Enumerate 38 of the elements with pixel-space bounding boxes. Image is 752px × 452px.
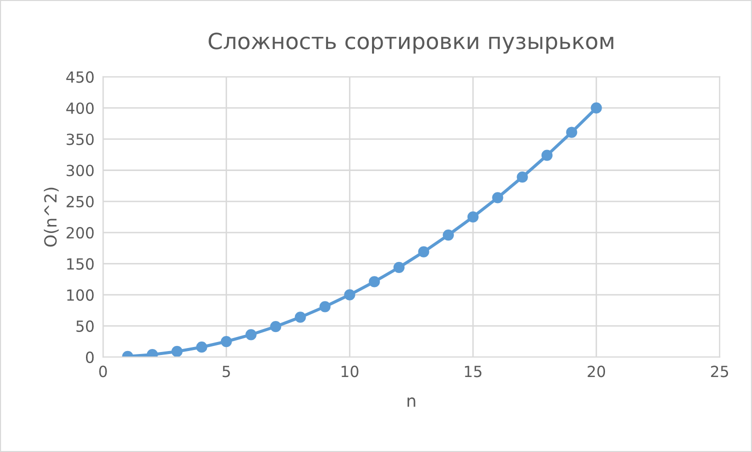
point xyxy=(492,192,504,204)
y-tick-label: 50 xyxy=(76,320,94,332)
point xyxy=(294,312,306,323)
x-tick-label: 10 xyxy=(342,366,358,378)
chart-title: Сложность сортировки пузырьком xyxy=(208,32,614,54)
point xyxy=(467,211,479,223)
point xyxy=(344,289,356,300)
x-tick-label: 5 xyxy=(222,366,230,378)
y-tick-label: 200 xyxy=(66,226,94,239)
point xyxy=(566,126,578,138)
point xyxy=(146,349,158,358)
y-tick-label: 150 xyxy=(67,258,94,270)
point xyxy=(319,301,331,312)
y-axis-title: O(n^2) xyxy=(44,188,59,247)
point xyxy=(171,346,183,358)
point xyxy=(590,102,602,114)
y-tick-label: 350 xyxy=(66,134,94,146)
x-tick-label: 15 xyxy=(464,366,482,378)
point xyxy=(516,172,528,183)
point xyxy=(220,336,232,348)
point xyxy=(442,229,454,241)
point xyxy=(541,150,553,161)
x-axis-title: n xyxy=(408,397,416,407)
point xyxy=(393,262,405,273)
point xyxy=(196,342,208,353)
point xyxy=(418,246,430,258)
point xyxy=(368,276,380,288)
x-tick-label: 0 xyxy=(99,366,107,378)
y-tick-label: 0 xyxy=(86,352,94,364)
y-tick-label: 250 xyxy=(66,196,94,208)
y-tick-label: 300 xyxy=(66,164,94,176)
point xyxy=(245,329,257,340)
y-tick-label: 450 xyxy=(66,71,94,83)
x-tick-label: 25 xyxy=(711,366,728,378)
x-tick-label: 20 xyxy=(588,366,606,378)
y-tick-label: 100 xyxy=(67,289,94,301)
point xyxy=(270,321,282,332)
y-tick-label: 400 xyxy=(66,102,94,114)
